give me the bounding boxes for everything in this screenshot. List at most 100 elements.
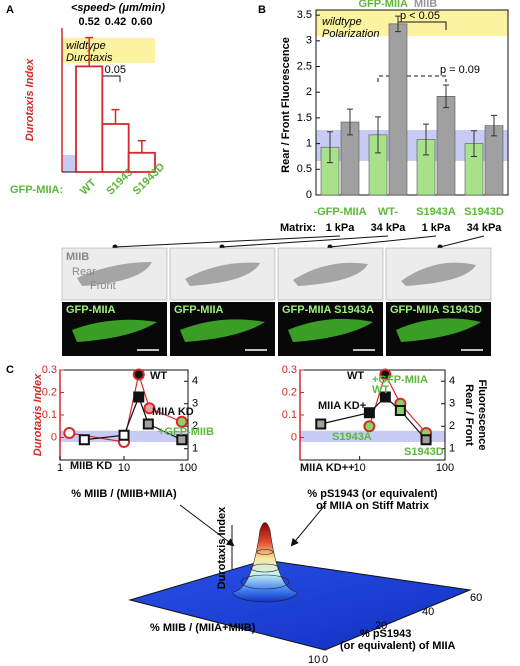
y-tick-label: 0.3	[42, 364, 57, 376]
point	[132, 368, 145, 381]
y2-tick-label: 4	[192, 375, 198, 387]
y-tick-label: 0	[291, 431, 297, 443]
connector	[221, 235, 389, 248]
contour	[240, 574, 290, 590]
y2-tick-label: 3	[192, 398, 198, 410]
arrow	[179, 504, 235, 547]
matrix-value: 1 kPa	[326, 222, 356, 234]
x-tick-label: -GFP-MIIA	[313, 206, 366, 218]
highlight-band	[62, 38, 155, 63]
speed-label: 0.52	[78, 16, 99, 28]
point	[63, 427, 76, 439]
point	[118, 429, 130, 441]
point-label: S1943D	[404, 446, 444, 458]
highlight-band	[316, 10, 508, 36]
speed-label: 0.42	[105, 16, 126, 28]
x-axis-label: % MIIB / (MIIB+MIIA)	[71, 488, 177, 500]
y2-tick-label: 2	[449, 420, 455, 432]
cell-shape	[288, 318, 373, 342]
y-tick-label: 1.5	[297, 112, 312, 124]
x-axis-label: % MIIB / (MIIA+MIIB)	[150, 622, 256, 634]
connector	[439, 235, 485, 248]
point-label: MIIA KD+	[318, 400, 366, 412]
point	[176, 434, 188, 446]
legend-entry: MIIB	[414, 0, 437, 10]
matrix-value: 34 kPa	[371, 222, 407, 234]
contour	[250, 563, 280, 573]
bar	[436, 96, 456, 196]
micrograph-label: GFP-MIIA	[66, 304, 116, 316]
point-label: +GFP-MIIB	[158, 426, 214, 438]
x-tick-label: WT-	[378, 206, 398, 218]
point	[143, 402, 156, 415]
panel-label: B	[258, 4, 266, 16]
error-bar	[375, 116, 381, 154]
surface-plane	[128, 559, 472, 651]
x-tick-label: S1943A	[416, 206, 456, 218]
error-bar	[85, 36, 94, 67]
cell-shape	[180, 319, 265, 342]
point-label: +GFP-MIIA	[372, 374, 428, 386]
point	[394, 405, 406, 416]
micrograph-label: Rear	[72, 266, 96, 278]
panel-label: C	[6, 364, 14, 376]
point	[379, 368, 392, 381]
arrow	[290, 504, 326, 547]
error-bar	[111, 108, 120, 124]
micrograph-label: GFP-MIIA	[174, 304, 224, 316]
point-label: MIIA KD++	[300, 462, 355, 474]
point	[379, 391, 391, 403]
point-label: WT	[372, 384, 389, 396]
annotation: wildtype	[322, 16, 362, 28]
y2-axis-label: Fluorescence	[476, 380, 488, 451]
bar	[75, 65, 104, 173]
matrix-label: Matrix:	[280, 222, 316, 234]
cell-shape	[77, 262, 152, 286]
micrograph-label: Front	[90, 280, 116, 292]
y-tick-label: 60	[470, 592, 482, 604]
annotation: wildtype	[66, 40, 106, 52]
cell-shape	[72, 319, 157, 342]
x-tick-label: 0	[322, 654, 328, 666]
contour	[256, 549, 274, 555]
y-tick-label: 0	[51, 431, 57, 443]
y-tick-label: 0.1	[282, 409, 297, 421]
cell-shape	[396, 318, 481, 342]
x-tick-label: S1943D	[464, 206, 504, 218]
series-line	[368, 372, 427, 434]
y-axis-label: Rear / Front Fluorescence	[280, 37, 292, 173]
category-prefix: GFP-MIIA:	[10, 184, 63, 196]
micrograph-label: MIIB	[66, 251, 89, 263]
y2-tick-label: 1	[449, 443, 455, 455]
y2-tick-label: 3	[449, 398, 455, 410]
x-tick-label: WT	[78, 177, 99, 198]
matrix-value: 34 kPa	[467, 222, 503, 234]
bar	[388, 23, 408, 196]
surface-peak	[232, 522, 298, 603]
y-axis-label: (or equivalent) of MIIA	[340, 640, 456, 652]
error-bar	[347, 108, 353, 136]
micrograph-label: GFP-MIIA S1943D	[390, 304, 482, 316]
point	[78, 434, 90, 446]
y-tick-label: 0.1	[42, 409, 57, 421]
highlight-band	[300, 430, 445, 442]
x-tick-label: 10	[308, 654, 320, 666]
point	[142, 418, 154, 430]
point-label: WT	[347, 370, 364, 382]
error-bar	[395, 15, 401, 33]
error-bar	[491, 114, 497, 137]
x-tick-label: 100	[179, 462, 197, 474]
annotation: p = 0.09	[440, 64, 480, 76]
significance-bracket	[377, 75, 447, 82]
error-bar	[423, 123, 429, 156]
point	[315, 418, 327, 430]
y2-tick-label: 4	[449, 375, 455, 387]
x-tick-label: 10	[354, 462, 366, 474]
x-tick-label: 10	[118, 462, 130, 474]
point	[363, 407, 375, 419]
y-tick-label: 0.5	[297, 163, 312, 175]
x-axis-label: % pS1943 (or equivalent)	[307, 488, 438, 500]
point-label: MIIA KD	[152, 406, 194, 418]
y-tick-label: 0.2	[282, 386, 297, 398]
